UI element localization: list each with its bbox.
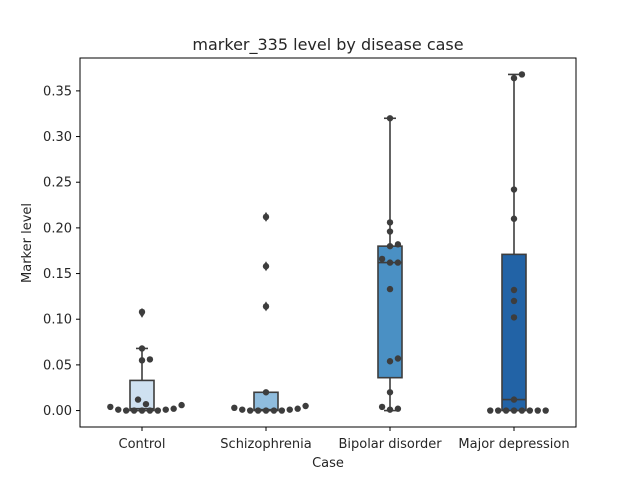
- point-3-11: [510, 286, 518, 294]
- point-0-3: [154, 407, 162, 414]
- point-2-4: [386, 358, 394, 365]
- plot-frame: [79, 57, 577, 428]
- point-0-4: [122, 407, 130, 414]
- y-tick-label-1: 0.05: [43, 358, 72, 373]
- point-1-1: [270, 407, 278, 414]
- point-2-12: [386, 228, 394, 235]
- point-0-14: [138, 345, 146, 352]
- point-2-9: [378, 255, 386, 263]
- point-1-12: [262, 263, 270, 270]
- x-tick-label-2: Bipolar disorder: [338, 437, 442, 452]
- point-2-7: [386, 259, 394, 266]
- box-0: [129, 379, 155, 412]
- point-1-0: [262, 407, 270, 414]
- point-2-2: [378, 403, 386, 411]
- point-0-0: [138, 407, 146, 414]
- point-2-10: [386, 242, 394, 250]
- point-2-6: [386, 285, 394, 293]
- point-3-5: [534, 407, 541, 414]
- point-1-11: [262, 303, 270, 310]
- point-1-9: [302, 402, 309, 410]
- y-tick-label-6: 0.30: [43, 130, 72, 145]
- point-2-14: [386, 115, 394, 122]
- point-3-0: [510, 407, 518, 414]
- point-0-11: [134, 396, 142, 403]
- y-tick-label-0: 0.00: [43, 404, 72, 419]
- point-2-11: [394, 241, 402, 248]
- point-2-1: [394, 405, 402, 412]
- point-3-1: [518, 407, 526, 414]
- point-0-5: [162, 406, 169, 413]
- point-0-15: [138, 308, 146, 316]
- point-3-3: [526, 407, 534, 414]
- point-0-6: [115, 406, 122, 413]
- y-tick-label-2: 0.10: [43, 313, 72, 328]
- point-0-8: [107, 403, 114, 411]
- point-0-1: [146, 407, 154, 414]
- point-3-10: [510, 297, 518, 305]
- point-3-4: [494, 407, 502, 414]
- point-1-4: [246, 407, 254, 414]
- y-tick-label-7: 0.35: [43, 84, 72, 99]
- point-0-10: [142, 400, 150, 408]
- y-tick-label-5: 0.25: [43, 176, 72, 191]
- point-1-10: [262, 389, 270, 396]
- y-tick-label-4: 0.20: [43, 221, 72, 236]
- point-2-0: [386, 406, 394, 413]
- chart-title: marker_335 level by disease case: [192, 35, 463, 55]
- point-2-5: [394, 355, 402, 362]
- point-3-15: [518, 71, 526, 78]
- point-2-13: [386, 219, 394, 226]
- point-3-2: [502, 407, 510, 414]
- y-tick-label-3: 0.15: [43, 267, 72, 282]
- point-3-8: [510, 396, 518, 403]
- point-0-2: [130, 407, 138, 414]
- point-3-12: [510, 215, 518, 222]
- point-2-3: [386, 389, 394, 396]
- x-tick-label-3: Major depression: [458, 437, 569, 452]
- point-1-5: [286, 406, 293, 413]
- point-0-12: [138, 357, 146, 364]
- point-1-3: [278, 407, 286, 414]
- point-3-6: [487, 407, 494, 414]
- point-1-6: [239, 406, 246, 413]
- point-3-9: [510, 314, 518, 321]
- x-axis-label: Case: [312, 456, 344, 471]
- x-tick-label-1: Schizophrenia: [220, 437, 311, 452]
- point-0-7: [170, 405, 177, 412]
- point-0-9: [178, 401, 185, 409]
- point-1-2: [254, 407, 262, 414]
- point-2-8: [394, 259, 402, 266]
- point-3-7: [542, 407, 549, 414]
- point-3-13: [510, 186, 518, 193]
- box-3: [501, 253, 527, 412]
- point-0-13: [146, 356, 154, 363]
- point-3-14: [510, 74, 518, 82]
- point-1-13: [262, 213, 270, 221]
- y-axis-label: Marker level: [20, 203, 35, 283]
- plot-area: 0.00 0.05 0.10 0.15 0.20 0.25 0.30 0.35 Control S…: [43, 71, 570, 452]
- x-tick-label-0: Control: [119, 437, 166, 452]
- point-1-8: [231, 404, 238, 412]
- point-1-7: [294, 405, 301, 412]
